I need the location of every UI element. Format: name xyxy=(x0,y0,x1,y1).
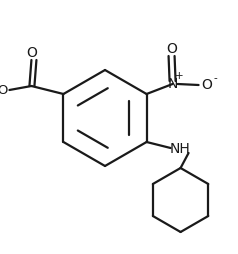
Text: HO: HO xyxy=(0,85,10,98)
Text: O: O xyxy=(201,78,212,92)
Text: N: N xyxy=(167,77,178,91)
Text: NH: NH xyxy=(169,142,190,156)
Text: +: + xyxy=(175,71,184,81)
Text: O: O xyxy=(26,46,37,60)
Text: O: O xyxy=(166,42,177,56)
Text: -: - xyxy=(214,73,218,83)
